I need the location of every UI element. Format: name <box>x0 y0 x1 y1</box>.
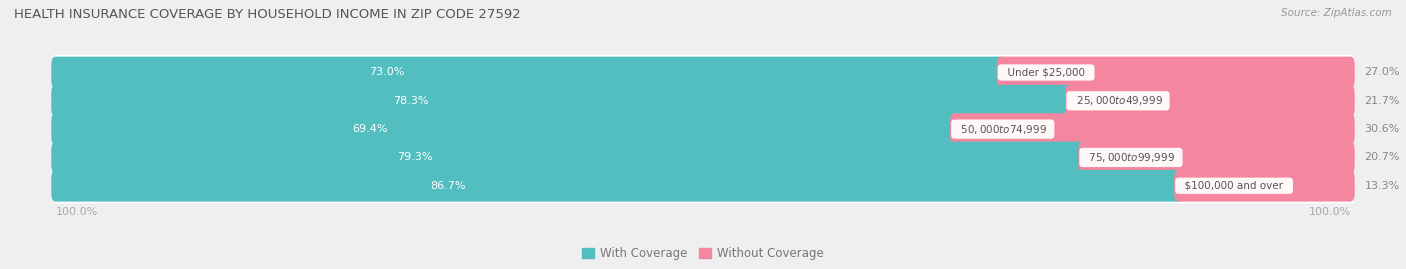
Text: 79.3%: 79.3% <box>396 153 433 162</box>
Text: 21.7%: 21.7% <box>1364 96 1400 106</box>
FancyBboxPatch shape <box>997 57 1355 88</box>
Text: 73.0%: 73.0% <box>368 68 404 77</box>
FancyBboxPatch shape <box>51 112 1355 147</box>
Text: 20.7%: 20.7% <box>1364 153 1400 162</box>
Text: $100,000 and over: $100,000 and over <box>1178 181 1289 191</box>
Text: 86.7%: 86.7% <box>430 181 467 191</box>
Text: $50,000 to $74,999: $50,000 to $74,999 <box>955 123 1052 136</box>
Text: 30.6%: 30.6% <box>1364 124 1399 134</box>
FancyBboxPatch shape <box>51 113 959 145</box>
FancyBboxPatch shape <box>51 168 1355 203</box>
FancyBboxPatch shape <box>950 113 1355 145</box>
FancyBboxPatch shape <box>51 57 1005 88</box>
Text: Under $25,000: Under $25,000 <box>1001 68 1091 77</box>
FancyBboxPatch shape <box>1174 170 1355 201</box>
Legend: With Coverage, Without Coverage: With Coverage, Without Coverage <box>582 247 824 260</box>
Text: Source: ZipAtlas.com: Source: ZipAtlas.com <box>1281 8 1392 18</box>
Text: 27.0%: 27.0% <box>1364 68 1400 77</box>
FancyBboxPatch shape <box>1066 85 1355 117</box>
FancyBboxPatch shape <box>51 140 1355 175</box>
Text: 100.0%: 100.0% <box>1309 207 1351 217</box>
Text: 78.3%: 78.3% <box>392 96 427 106</box>
Text: $75,000 to $99,999: $75,000 to $99,999 <box>1083 151 1180 164</box>
Text: 69.4%: 69.4% <box>353 124 388 134</box>
Text: $25,000 to $49,999: $25,000 to $49,999 <box>1070 94 1167 107</box>
FancyBboxPatch shape <box>51 141 1087 173</box>
FancyBboxPatch shape <box>51 85 1074 117</box>
FancyBboxPatch shape <box>51 55 1355 90</box>
Text: HEALTH INSURANCE COVERAGE BY HOUSEHOLD INCOME IN ZIP CODE 27592: HEALTH INSURANCE COVERAGE BY HOUSEHOLD I… <box>14 8 520 21</box>
Text: 13.3%: 13.3% <box>1364 181 1399 191</box>
FancyBboxPatch shape <box>1078 141 1355 173</box>
Text: 100.0%: 100.0% <box>55 207 97 217</box>
FancyBboxPatch shape <box>51 83 1355 118</box>
FancyBboxPatch shape <box>51 170 1182 201</box>
